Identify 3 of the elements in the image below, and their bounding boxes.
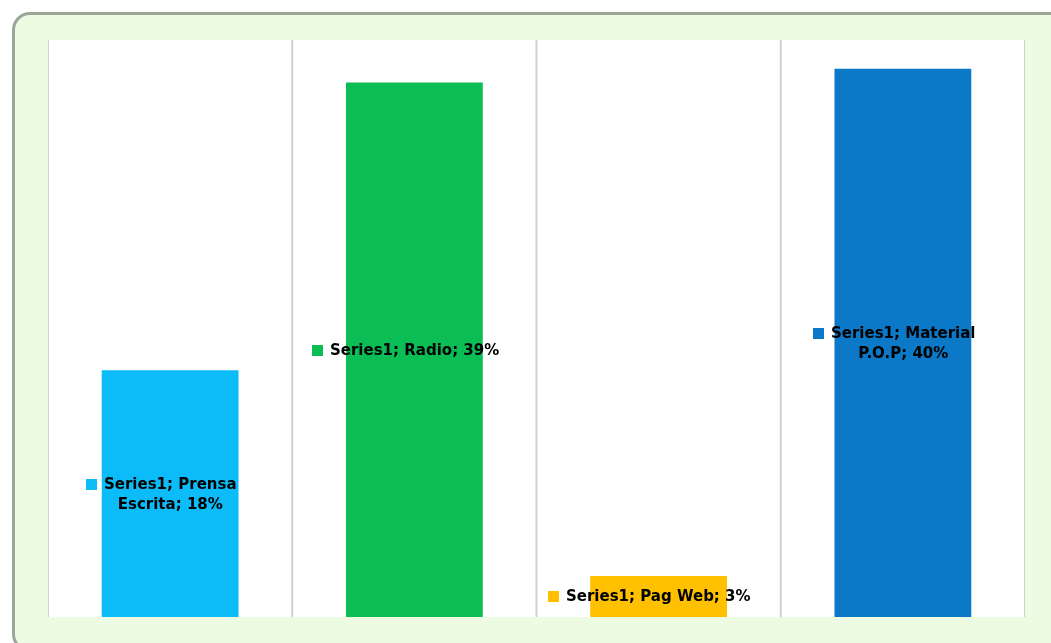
data-label: Series1; Prensa Escrita; 18% [104, 475, 237, 513]
bar [101, 370, 239, 617]
bar [834, 68, 972, 617]
